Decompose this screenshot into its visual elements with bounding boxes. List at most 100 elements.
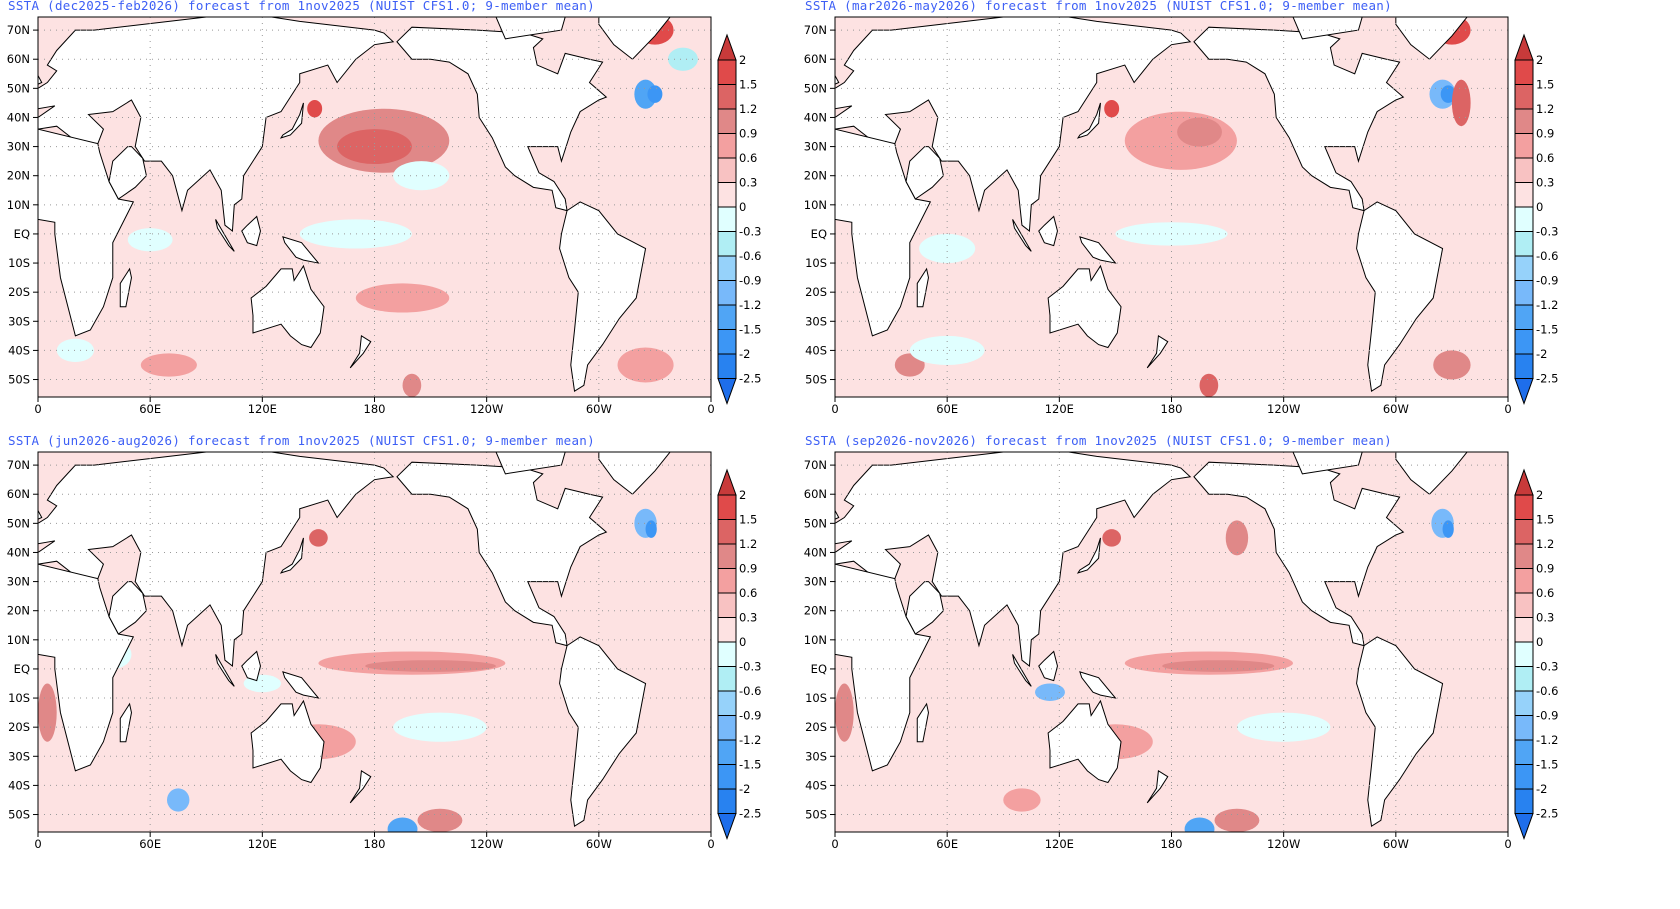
colorbar-box [717,519,737,545]
colorbar-label: 2 [1536,53,1543,67]
colorbar-box [1514,280,1534,306]
lon-tick-label: 180 [1161,837,1183,851]
colorbar-box [1514,157,1534,183]
land-outline [1047,264,1122,349]
colorbar-label: -1.5 [739,323,761,337]
land-outline [1146,335,1169,369]
lat-tick-label: 30S [805,749,827,763]
anomaly-contour [1442,520,1454,538]
colorbar-label: -0.3 [739,660,761,674]
lon-tick-label: 60E [139,402,161,416]
map-panel: 70N 60N 50N 40N 30N 20N 10N EQ 10S 20S 30S 40S 50S 0 6… [797,433,1637,889]
colorbar-label: 0 [739,200,746,214]
lat-tick-label: 30N [7,575,30,589]
lat-tick-label: 50S [8,808,30,822]
ssta-map: 70N 60N 50N 40N 30N 20N 10N EQ 10S 20S 30S 40S 50S 0 6… [7,451,761,851]
lat-tick-label: 30S [805,314,827,328]
land-outline [495,452,566,475]
anomaly-contour [56,338,95,363]
map-panel: 70N 60N 50N 40N 30N 20N 10N EQ 10S 20S 30S 40S 50S 0 6… [797,0,1637,454]
colorbar-box [717,353,737,379]
land-outline [1356,636,1444,828]
land-outline [1047,699,1122,784]
colorbar-min-triangle [1514,813,1534,840]
colorbar-max-triangle [1514,33,1534,61]
lon-tick-label: 120W [470,837,503,851]
colorbar-label: 0.6 [739,586,757,600]
anomaly-contour [166,788,190,812]
lon-tick-label: 120W [470,402,503,416]
colorbar-box [1514,59,1534,85]
colorbar-label: 0 [1536,200,1543,214]
colorbar-label: 0 [739,635,746,649]
lat-tick-label: 30S [8,749,30,763]
colorbar-box [717,543,737,569]
colorbar-label: -2.5 [1536,807,1558,821]
anomaly-contour [393,712,487,742]
land-outline [38,74,43,85]
colorbar-box [717,617,737,643]
land-outline [1012,654,1032,687]
colorbar-box [717,59,737,85]
colorbar-label: 0.6 [739,151,757,165]
map-panel: 70N 60N 50N 40N 30N 20N 10N EQ 10S 20S 30S 40S 50S 0 6… [0,433,840,889]
land-outline [279,537,304,574]
map-frame [834,451,1509,833]
land-outline [835,452,1192,667]
anomaly-contour [307,99,323,118]
anomaly-contour [1035,683,1065,701]
colorbar-label: 2 [739,53,746,67]
lat-tick-label: EQ [811,662,827,676]
lat-tick-label: 10S [8,256,30,270]
lat-tick-label: 50N [7,81,30,95]
lat-tick-label: 30S [8,314,30,328]
anomaly-contour [1214,808,1260,832]
anomaly-contour [1104,99,1120,118]
lat-tick-label: 40S [8,343,30,357]
anomaly-contour [1225,520,1249,556]
colorbar-box [1514,519,1534,545]
lat-tick-label: 40N [7,545,30,559]
anomaly-contour [38,683,57,742]
land-outline [38,509,43,520]
colorbar-box [1514,255,1534,281]
land-outline [215,654,235,687]
lon-tick-label: 60W [586,837,612,851]
land-outline [349,770,372,804]
colorbar-label: -1.2 [1536,733,1558,747]
colorbar-label: 0.9 [739,127,757,141]
land-outline [905,146,944,200]
colorbar-label: 0.3 [739,176,757,190]
colorbar-label: 1.2 [1536,537,1554,551]
colorbar-max-triangle [1514,468,1534,496]
land-outline [835,509,840,520]
colorbar-label: 0.3 [1536,611,1554,625]
colorbar-box [717,255,737,281]
lat-tick-label: 70N [804,458,827,472]
colorbar-box [1514,133,1534,159]
lon-tick-label: 0 [831,837,838,851]
colorbar-box [1514,568,1534,594]
land-outline [250,264,325,349]
land-outline [1292,17,1363,40]
anomaly-contour [647,85,663,103]
colorbar-box [717,788,737,814]
colorbar-box [717,329,737,355]
colorbar-box [1514,231,1534,257]
land-outline [905,581,944,635]
colorbar-label: -2.5 [739,372,761,386]
colorbar-label: 2 [739,488,746,502]
lat-tick-label: 10N [804,198,827,212]
anomaly-contour [1003,788,1041,812]
ssta-map: 70N 60N 50N 40N 30N 20N 10N EQ 10S 20S 30S 40S 50S 0 6… [804,451,1558,851]
lat-tick-label: EQ [14,227,30,241]
colorbar-label: -1.2 [739,733,761,747]
land-outline [215,219,235,252]
panel-title: SSTA (dec2025-feb2026) forecast from 1no… [8,0,595,13]
colorbar-box [1514,108,1534,134]
lon-tick-label: 0 [1504,837,1511,851]
colorbar-box [1514,304,1534,330]
land-outline [349,335,372,369]
lon-tick-label: 0 [707,402,714,416]
map-panel: 70N 60N 50N 40N 30N 20N 10N EQ 10S 20S 30S 40S 50S 0 6… [0,0,840,454]
